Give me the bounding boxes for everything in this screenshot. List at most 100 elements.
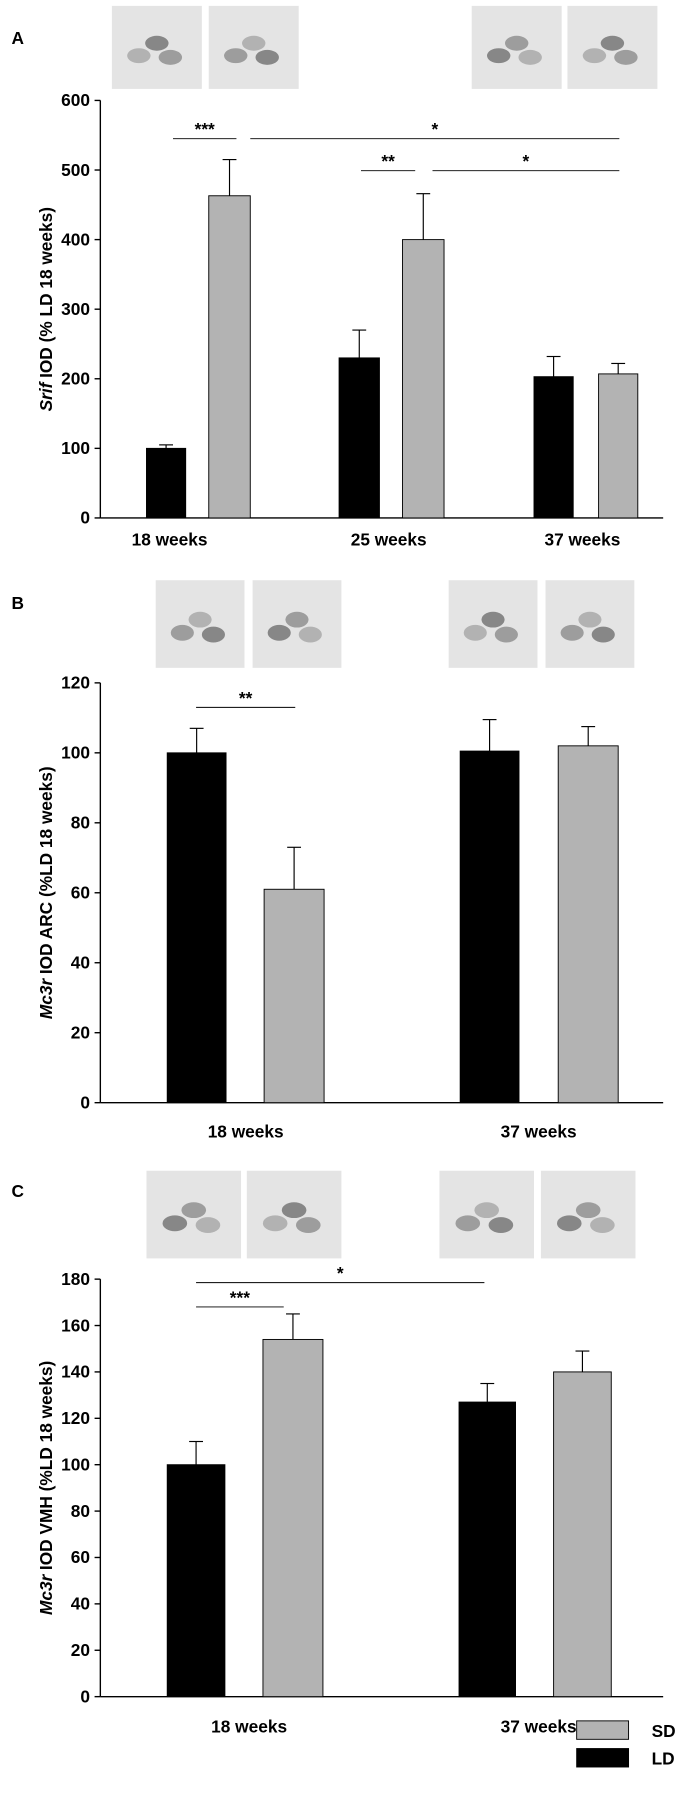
micrograph-signal [201,626,225,643]
y-tick-label: 120 [61,1408,90,1428]
y-tick-label: 100 [61,1454,90,1474]
micrograph-signal [556,1215,582,1232]
significance-label: *** [195,119,215,139]
x-tick-label: 37 weeks [544,530,620,550]
micrograph-signal [614,49,638,65]
bar [208,195,251,519]
bar [533,376,574,519]
micrograph-signal [145,35,169,51]
significance-label: * [523,151,530,171]
y-tick-label: 0 [80,1092,90,1112]
significance-label: ** [239,688,253,708]
bar [146,447,187,519]
micrograph-signal [455,1215,481,1232]
y-tick-label: 20 [71,1022,90,1042]
significance-label: ** [381,151,395,171]
y-axis-label-text: IOD (% LD 18 weeks) [36,207,56,378]
micrograph-signal [298,626,322,643]
bar [262,1338,324,1698]
y-axis-label: Mc3r IOD ARC (%LD 18 weeks) [36,766,56,1019]
y-tick-label: 500 [61,160,90,180]
micrograph-signal [582,48,607,64]
bar [166,1464,226,1698]
micrograph-signal [591,626,615,643]
micrograph-signal [560,624,584,641]
y-axis-label-gene: Srif [36,380,56,411]
micrograph-signal [255,49,279,65]
bar [263,888,325,1104]
y-tick-label: 200 [61,369,90,389]
x-tick-label: 37 weeks [501,1121,577,1141]
y-tick-label: 180 [61,1269,90,1289]
micrograph-signal [590,1217,615,1233]
y-tick-label: 60 [71,883,90,903]
bar [458,1401,517,1698]
micrograph-signal [224,48,248,64]
y-tick-label: 120 [61,673,90,693]
y-tick-label: 400 [61,229,90,249]
significance-label: * [337,1263,344,1283]
micrograph-signal [170,624,194,641]
x-tick-label: 37 weeks [501,1716,577,1736]
y-tick-label: 160 [61,1315,90,1335]
micrograph-signal [262,1215,288,1232]
micrograph-signal [267,624,291,641]
legend-swatch [576,1748,630,1768]
legend-label: SD [652,1721,676,1741]
y-tick-label: 100 [61,743,90,763]
x-tick-label: 25 weeks [351,530,427,550]
x-tick-label: 18 weeks [208,1121,284,1141]
micrograph-signal [600,35,625,51]
panel-label: C [12,1181,24,1201]
micrograph-signal [127,48,151,64]
micrograph-signal [474,1202,500,1219]
micrograph-signal [242,35,266,51]
y-axis-label-text: IOD VMH (%LD 18 weeks) [36,1361,56,1570]
micrograph-signal [504,35,529,51]
micrograph-signal [195,1217,221,1233]
significance-label: *** [230,1288,250,1308]
y-tick-label: 40 [71,1594,90,1614]
y-axis-label: SrifIOD (% LD 18 weeks) [36,207,56,411]
micrograph [155,580,245,668]
micrograph-signal [487,48,511,64]
bar [166,752,227,1104]
x-tick-label: 18 weeks [132,530,208,550]
micrograph [545,580,635,668]
micrograph-signal [488,1217,514,1233]
micrograph-signal [578,611,602,628]
y-tick-label: 80 [71,813,90,833]
panel-label: B [12,593,24,613]
panel-label: A [12,28,25,48]
micrograph-signal [188,611,212,628]
legend-swatch [576,1720,630,1740]
bar [557,745,619,1104]
micrograph-signal [285,611,309,628]
y-axis-label-text: IOD ARC (%LD 18 weeks) [36,766,56,974]
significance-label: * [431,119,438,139]
y-axis-label-gene: Mc3r [36,978,56,1020]
y-tick-label: 20 [71,1640,90,1660]
legend-label: LD [652,1749,675,1769]
micrograph-signal [162,1215,188,1232]
y-tick-label: 80 [71,1501,90,1521]
micrograph-signal [281,1202,307,1219]
y-tick-label: 60 [71,1547,90,1567]
y-tick-label: 40 [71,953,90,973]
micrograph [208,5,299,89]
micrograph-signal [518,49,542,65]
bar [402,239,445,519]
y-tick-label: 0 [80,508,90,528]
x-tick-label: 18 weeks [211,1716,287,1736]
micrograph [439,1170,534,1259]
micrograph-signal [463,624,487,641]
y-tick-label: 100 [61,438,90,458]
y-tick-label: 140 [61,1362,90,1382]
bar [598,373,639,519]
bar [338,357,380,519]
y-tick-label: 0 [80,1686,90,1706]
micrograph-signal [181,1202,207,1219]
y-axis-label-gene: Mc3r [36,1573,56,1615]
